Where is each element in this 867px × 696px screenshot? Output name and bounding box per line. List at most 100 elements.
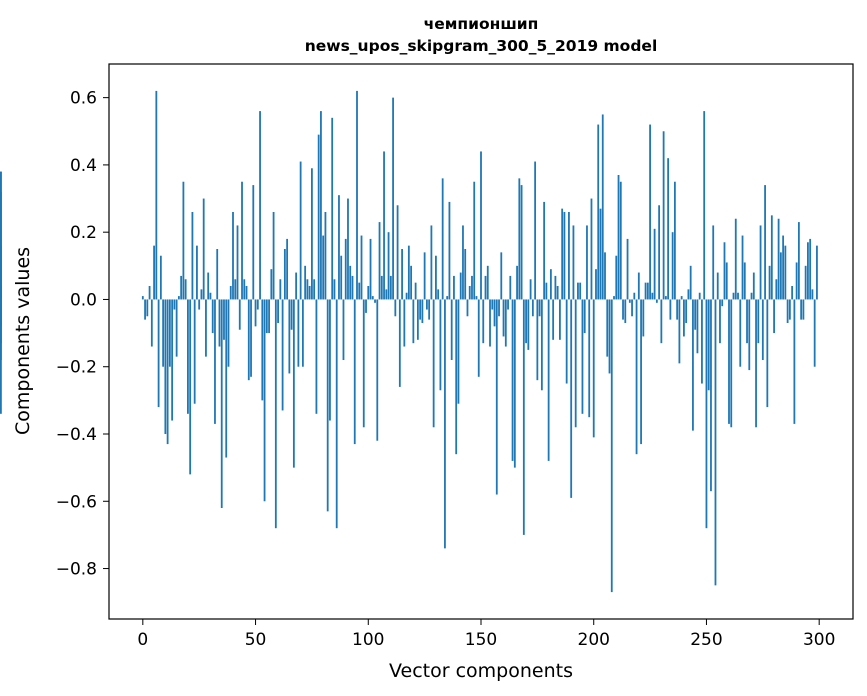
bar-77 [315, 299, 318, 414]
bar-75 [311, 168, 313, 300]
bar-261 [730, 299, 733, 428]
bar-249 [703, 111, 706, 300]
bar-24 [196, 245, 198, 300]
bar-239 [680, 296, 683, 300]
bar-155 [491, 299, 494, 310]
bar-222 [642, 299, 645, 337]
bar-19 [184, 279, 187, 300]
y-tick-label: 0.4 [70, 156, 97, 176]
bar-209 [613, 296, 615, 300]
bar-122 [416, 299, 419, 340]
bar-131 [437, 289, 440, 300]
bar-34 [218, 299, 221, 347]
bar-36 [223, 299, 225, 340]
bar-91 [347, 198, 349, 300]
bar-227 [653, 228, 656, 300]
bar-101 [369, 238, 372, 300]
bar-26 [200, 289, 203, 300]
bar-282 [777, 218, 780, 300]
bar-undefined [0, 299, 2, 360]
bar-117 [405, 292, 408, 300]
bar-5 [153, 245, 155, 300]
bar-44 [241, 181, 243, 300]
bar-224 [646, 282, 649, 300]
bar-66 [290, 299, 293, 330]
bar-210 [615, 255, 618, 300]
bar-6 [155, 90, 158, 300]
bar-164 [511, 299, 514, 461]
bar-247 [698, 292, 701, 300]
bar-72 [304, 265, 307, 300]
bar-229 [658, 205, 661, 300]
x-tick-label: 300 [803, 630, 835, 650]
bar-25 [198, 299, 201, 310]
y-tick-label: 0.2 [70, 223, 97, 243]
bar-290 [795, 262, 798, 300]
bar-13 [171, 299, 174, 421]
bar-99 [365, 299, 367, 313]
bar-30 [209, 292, 212, 300]
bar-143 [464, 249, 467, 300]
bar-29 [207, 272, 210, 300]
bar-152 [484, 275, 487, 300]
bar-82 [326, 299, 329, 512]
bar-228 [655, 299, 658, 303]
bar-146 [471, 275, 473, 300]
bar-118 [407, 245, 410, 300]
bar-133 [441, 178, 444, 300]
bar-98 [362, 299, 365, 428]
bar-278 [768, 265, 771, 300]
bar-41 [234, 279, 237, 300]
bar-216 [628, 299, 631, 303]
bar-275 [761, 299, 764, 360]
bar-71 [301, 299, 304, 367]
bar-292 [800, 299, 803, 320]
bar-107 [383, 151, 385, 300]
bar-251 [707, 299, 710, 391]
bar-78 [317, 134, 320, 300]
bar-267 [743, 262, 746, 300]
bar-231 [662, 131, 665, 300]
bar-297 [811, 289, 814, 300]
bar-195 [581, 299, 584, 414]
bar-235 [671, 232, 674, 300]
bar-89 [342, 299, 345, 360]
bar-105 [378, 222, 381, 300]
bar-214 [624, 299, 627, 323]
bar-4 [150, 299, 153, 347]
bar-22 [191, 212, 194, 300]
bar-87 [338, 195, 340, 300]
bar-241 [685, 299, 688, 323]
bar-189 [568, 212, 570, 300]
chart-title-line1: чемпионшип [424, 15, 539, 33]
bar-128 [430, 225, 433, 300]
bar-135 [446, 296, 449, 300]
bar-120 [412, 299, 415, 344]
bar-160 [502, 299, 505, 337]
bar-73 [306, 279, 309, 300]
bar-115 [401, 249, 403, 300]
bar-9 [162, 299, 165, 367]
bar-181 [549, 269, 552, 300]
bar-206 [606, 299, 609, 357]
bar-83 [329, 299, 331, 421]
bar-217 [631, 299, 633, 317]
bar-226 [651, 292, 654, 300]
bar-150 [480, 151, 482, 300]
bar-96 [358, 282, 361, 300]
bar-42 [236, 225, 239, 300]
bar-298 [813, 299, 816, 367]
bar-166 [516, 265, 518, 300]
bar-116 [403, 299, 406, 347]
bar-46 [245, 286, 248, 300]
bar-65 [288, 299, 291, 374]
bar-79 [320, 111, 322, 300]
bar-252 [710, 299, 712, 492]
bar-21 [189, 299, 192, 475]
bar-74 [308, 286, 311, 300]
bar-undefined [0, 171, 2, 300]
bar-240 [683, 299, 685, 337]
bar-62 [281, 299, 284, 411]
bar-208 [610, 299, 613, 593]
bar-194 [579, 282, 582, 300]
